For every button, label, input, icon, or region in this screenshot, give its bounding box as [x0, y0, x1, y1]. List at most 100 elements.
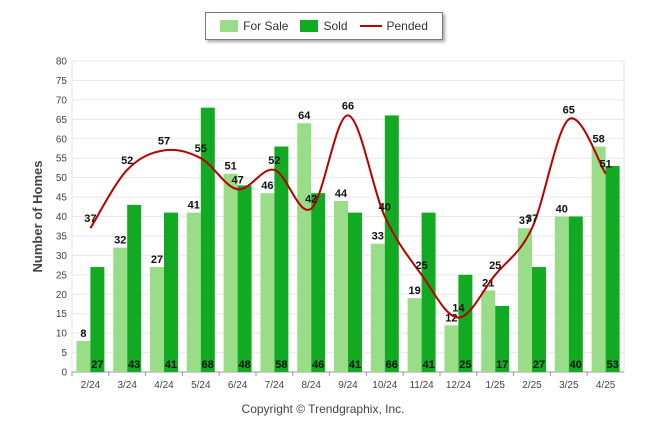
x-tick-label: 6/24: [228, 380, 248, 391]
data-label-for-sale: 27: [151, 254, 163, 266]
legend-label-sold: Sold: [323, 19, 348, 33]
data-label-pended: 14: [452, 303, 465, 315]
data-label-for-sale: 64: [298, 110, 311, 122]
x-tick-label: 5/24: [191, 380, 211, 391]
legend-item-pended[interactable]: Pended: [359, 19, 428, 33]
y-tick-label: 50: [56, 173, 68, 184]
data-label-sold: 25: [459, 359, 471, 371]
bar-sold: [384, 115, 399, 373]
data-label-for-sale: 44: [335, 188, 348, 200]
bar-for-sale: [297, 123, 312, 372]
data-label-sold: 43: [128, 359, 140, 371]
bar-for-sale: [370, 243, 385, 372]
data-label-pended: 66: [342, 100, 354, 112]
bar-for-sale: [186, 212, 201, 372]
bar-sold: [274, 146, 289, 372]
data-label-sold: 17: [496, 359, 508, 371]
bar-sold: [127, 204, 142, 372]
y-tick-label: 65: [56, 115, 68, 126]
bar-for-sale: [334, 200, 348, 372]
legend-label-for-sale: For Sale: [243, 19, 289, 33]
data-label-pended: 51: [599, 159, 611, 171]
data-label-pended: 47: [231, 174, 243, 186]
bar-for-sale: [150, 267, 164, 372]
data-label-pended: 55: [195, 143, 207, 155]
data-label-pended: 42: [305, 194, 317, 206]
y-tick-label: 60: [56, 134, 68, 145]
y-tick-label: 55: [56, 154, 68, 165]
data-label-sold: 46: [312, 359, 324, 371]
data-label-pended: 52: [121, 155, 133, 167]
bar-for-sale: [407, 298, 422, 372]
data-label-pended: 40: [379, 202, 391, 214]
data-label-for-sale: 46: [261, 180, 273, 192]
bar-sold: [568, 216, 583, 372]
data-label-for-sale: 12: [445, 312, 457, 324]
data-label-pended: 25: [489, 260, 501, 272]
legend-swatch-for-sale: [220, 20, 239, 32]
data-label-pended: 25: [415, 260, 427, 272]
x-tick-label: 1/25: [485, 380, 505, 391]
data-label-sold: 41: [349, 359, 361, 371]
data-label-sold: 40: [570, 359, 582, 371]
x-tick-label: 11/24: [409, 380, 434, 391]
data-label-pended: 37: [84, 213, 96, 225]
x-tick-label: 4/24: [154, 380, 174, 391]
data-label-for-sale: 41: [188, 200, 200, 212]
data-label-sold: 41: [422, 359, 434, 371]
data-label-pended: 37: [526, 213, 538, 225]
x-tick-label: 10/24: [372, 380, 397, 391]
y-tick-label: 0: [61, 368, 67, 379]
bar-for-sale: [113, 247, 128, 372]
data-label-for-sale: 33: [372, 231, 384, 243]
x-tick-label: 4/25: [596, 380, 616, 391]
x-tick-label: 8/24: [301, 380, 321, 391]
x-tick-label: 2/25: [522, 380, 542, 391]
bar-for-sale: [444, 325, 459, 372]
bar-sold: [200, 107, 215, 373]
bar-for-sale: [481, 290, 496, 372]
data-label-for-sale: 19: [408, 285, 420, 297]
bar-sold: [458, 274, 473, 372]
data-label-for-sale: 32: [114, 235, 126, 247]
bar-for-sale: [518, 228, 532, 372]
data-label-sold: 66: [386, 359, 398, 371]
x-tick-label: 2/24: [81, 380, 101, 391]
copyright-text: Copyright © Trendgraphix, Inc.: [241, 402, 405, 416]
y-tick-label: 25: [56, 270, 68, 281]
legend-swatch-pended: [359, 25, 382, 27]
y-tick-label: 35: [56, 231, 68, 242]
data-label-for-sale: 40: [556, 204, 568, 216]
data-label-sold: 58: [275, 359, 287, 371]
data-label-pended: 65: [563, 104, 575, 116]
bar-for-sale: [76, 340, 91, 372]
legend-item-sold[interactable]: Sold: [300, 19, 348, 33]
legend-item-for-sale[interactable]: For Sale: [220, 19, 288, 33]
data-label-for-sale: 37: [519, 215, 531, 227]
legend: For Sale Sold Pended: [205, 12, 443, 40]
x-tick-label: 3/24: [117, 380, 137, 391]
x-tick-label: 12/24: [446, 380, 471, 391]
bar-sold: [605, 165, 620, 372]
data-label-for-sale: 8: [80, 328, 86, 340]
y-tick-label: 45: [56, 193, 68, 204]
y-tick-label: 30: [56, 251, 68, 262]
bar-sold: [421, 212, 436, 372]
data-label-for-sale: 58: [592, 134, 604, 146]
bar-sold: [495, 305, 510, 372]
y-tick-label: 20: [56, 290, 68, 301]
data-label-pended: 52: [268, 155, 280, 167]
bar-for-sale: [260, 193, 275, 372]
data-label-sold: 27: [91, 359, 103, 371]
x-tick-label: 9/24: [338, 380, 358, 391]
y-tick-label: 75: [56, 76, 68, 87]
y-tick-label: 40: [56, 212, 68, 223]
y-tick-label: 10: [56, 329, 68, 340]
bar-sold: [311, 193, 326, 372]
data-label-for-sale: 51: [224, 161, 236, 173]
y-tick-label: 15: [56, 309, 68, 320]
x-tick-label: 7/24: [265, 380, 285, 391]
legend-swatch-sold: [300, 20, 319, 32]
data-label-sold: 48: [238, 359, 250, 371]
bar-sold: [90, 267, 105, 372]
